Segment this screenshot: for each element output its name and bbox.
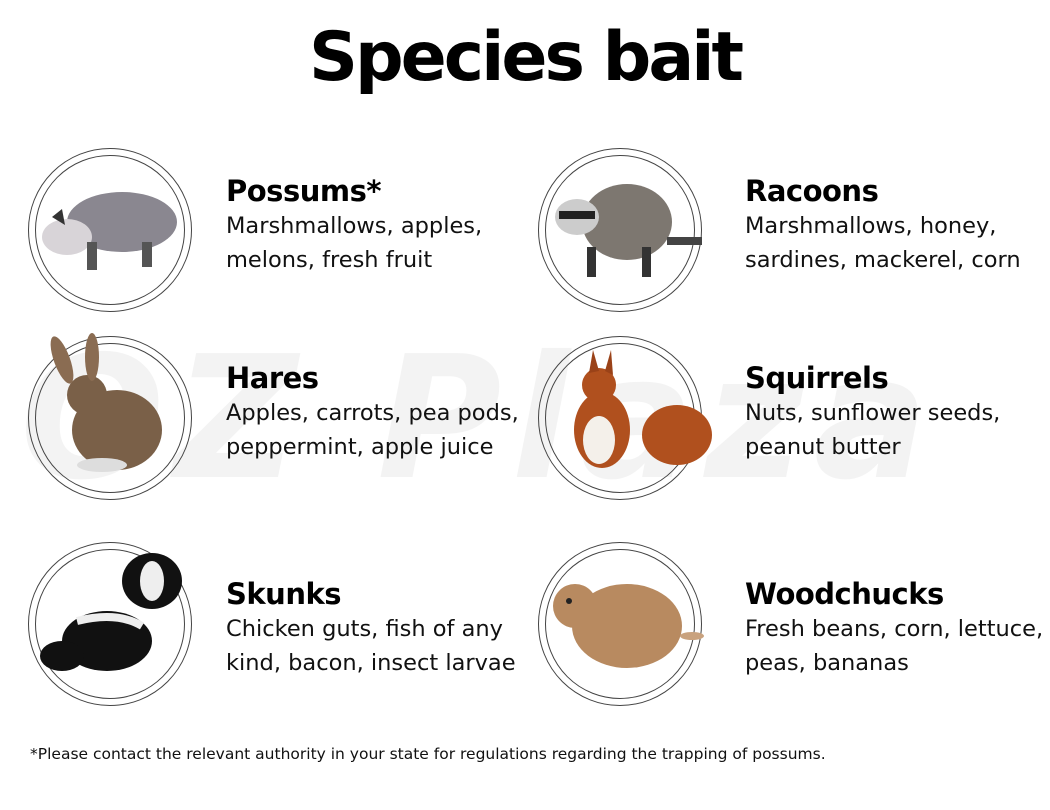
species-name: Skunks: [226, 577, 342, 611]
bait-line: peppermint, apple juice: [226, 434, 494, 460]
species-hares: Hares Apples, carrots, pea pods, pepperm…: [226, 360, 526, 464]
species-name: Squirrels: [745, 361, 889, 395]
species-name: Woodchucks: [745, 577, 944, 611]
bait-line: Chicken guts, fish of any: [226, 616, 503, 642]
squirrel-image: [574, 350, 712, 468]
species-possums: Possums* Marshmallows, apples, melons, f…: [226, 173, 526, 277]
footnote: *Please contact the relevant authority i…: [30, 745, 826, 763]
possum-image: [42, 192, 177, 270]
possum-image-frame: [28, 148, 192, 312]
hare-image-frame: [28, 333, 192, 500]
bait-line: Marshmallows, honey,: [745, 213, 997, 239]
species-name: Racoons: [745, 174, 879, 208]
species-woodchucks: Woodchucks Fresh beans, corn, lettuce, p…: [745, 576, 1045, 680]
bait-line: melons, fresh fruit: [226, 247, 433, 273]
squirrel-image-frame: [538, 336, 712, 500]
raccoon-image: [555, 184, 702, 277]
bait-line: Fresh beans, corn, lettuce,: [745, 616, 1044, 642]
woodchuck-image-frame: [538, 542, 704, 706]
raccoon-image-frame: [538, 148, 702, 312]
bait-line: sardines, mackerel, corn: [745, 247, 1021, 273]
bait-line: Apples, carrots, pea pods,: [226, 400, 519, 426]
hare-image: [50, 333, 162, 472]
bait-line: kind, bacon, insect larvae: [226, 650, 516, 676]
species-squirrels: Squirrels Nuts, sunflower seeds, peanut …: [745, 360, 1045, 464]
bait-line: Nuts, sunflower seeds,: [745, 400, 1001, 426]
page-title: Species bait: [308, 18, 744, 97]
species-skunks: Skunks Chicken guts, fish of any kind, b…: [226, 576, 526, 680]
bait-line: peas, bananas: [745, 650, 909, 676]
bait-line: peanut butter: [745, 434, 901, 460]
species-name: Possums*: [226, 174, 382, 208]
skunk-image-frame: [28, 542, 192, 706]
skunk-image: [40, 553, 182, 671]
species-racoons: Racoons Marshmallows, honey, sardines, m…: [745, 173, 1045, 277]
bait-line: Marshmallows, apples,: [226, 213, 483, 239]
woodchuck-image: [553, 584, 704, 668]
species-name: Hares: [226, 361, 319, 395]
